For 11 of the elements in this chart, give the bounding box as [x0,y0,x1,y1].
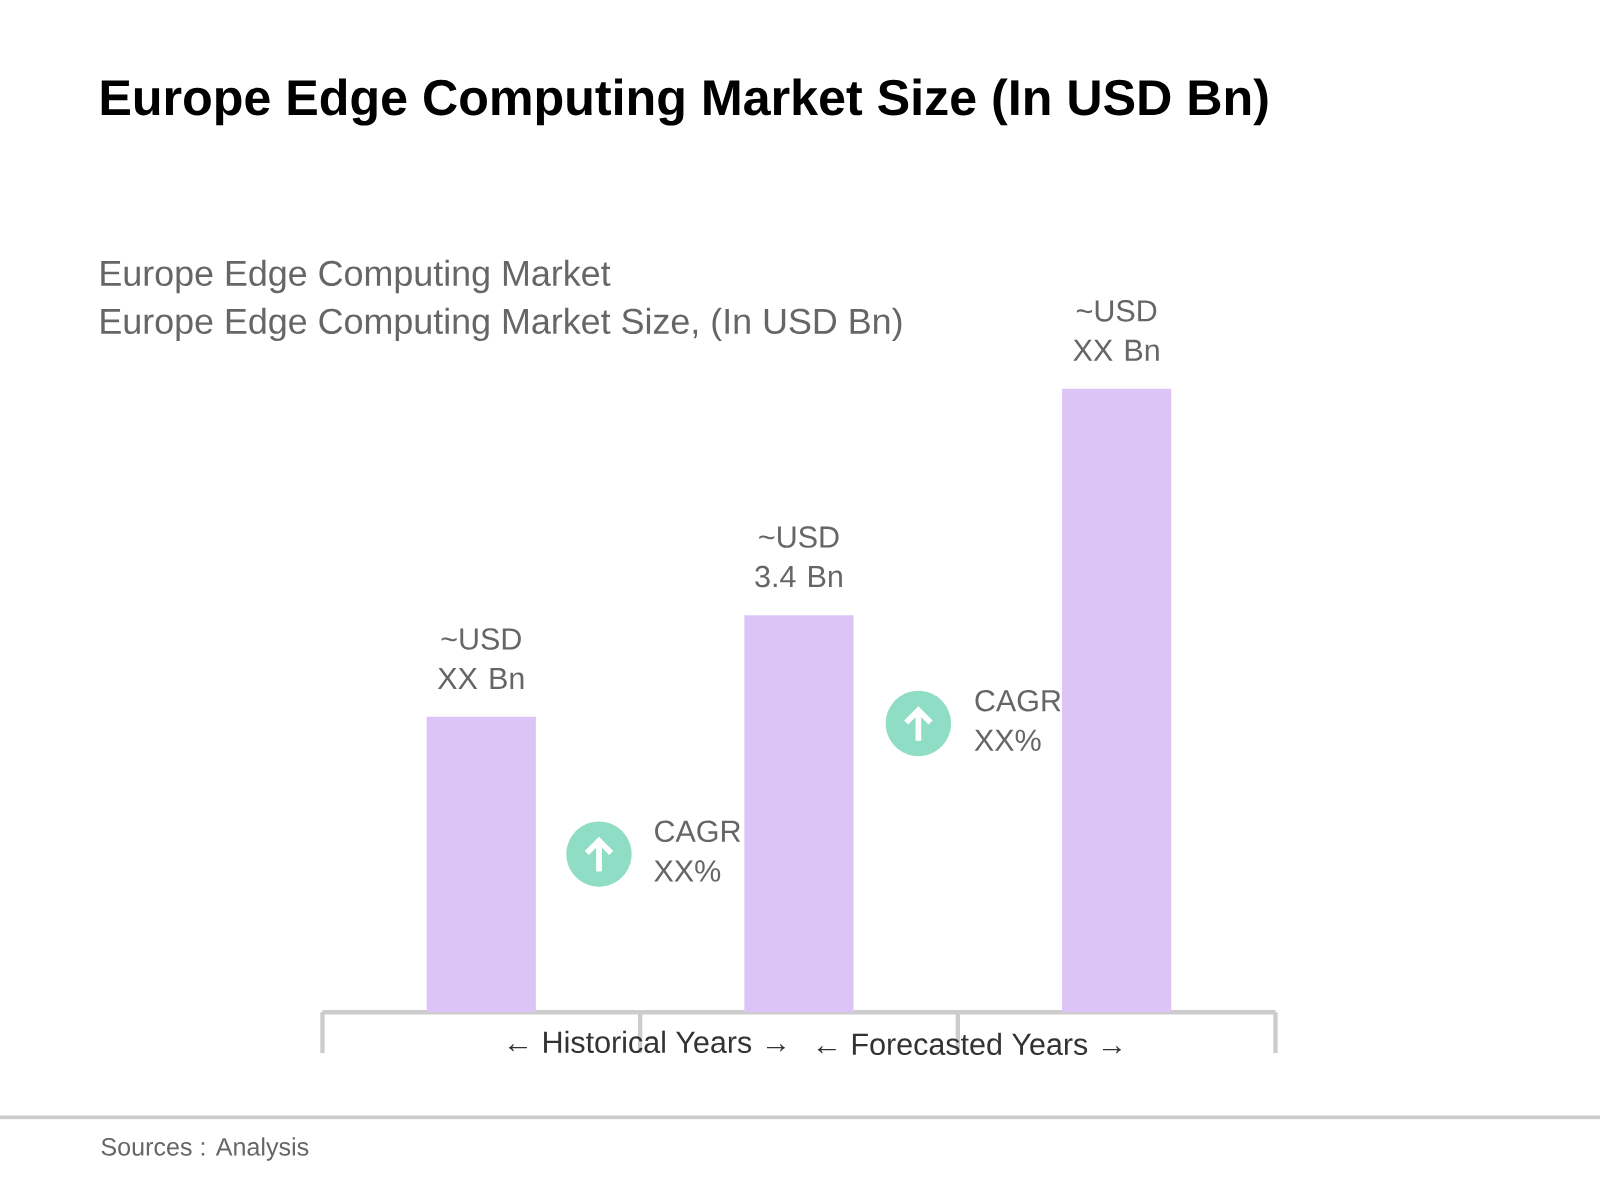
text: ← Forecasted Years → [817,1032,1121,1056]
data-label: ~USD XX Bn [437,628,524,689]
chart-subtitle: Europe Edge Computing Market [101,259,611,294]
annotation: CAGR XX% [974,689,1061,751]
chart-title: Europe Edge Computing Market Size (In USD Bn) [101,78,1268,126]
text: Europe Edge Computing Market Size, (In USD Bn) [101,307,902,342]
data-label: ~USD XX Bn [1073,300,1159,361]
data-label: ~USD 3.4 Bn [755,526,842,588]
source-note: Sources : Analysis [101,1137,309,1161]
text: ← Historical Years → [508,1030,785,1054]
annotation: CAGR XX% [654,820,741,882]
